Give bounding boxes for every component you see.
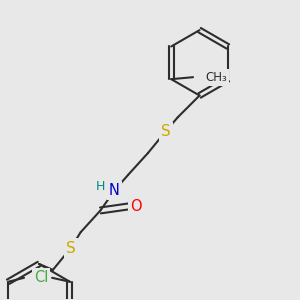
Text: N: N [109, 183, 120, 198]
Text: S: S [161, 124, 171, 139]
Text: F: F [40, 270, 48, 285]
Text: H: H [96, 180, 105, 193]
Text: O: O [130, 199, 142, 214]
Text: S: S [66, 241, 76, 256]
Text: CH₃: CH₃ [205, 71, 227, 84]
Text: Cl: Cl [34, 270, 48, 285]
